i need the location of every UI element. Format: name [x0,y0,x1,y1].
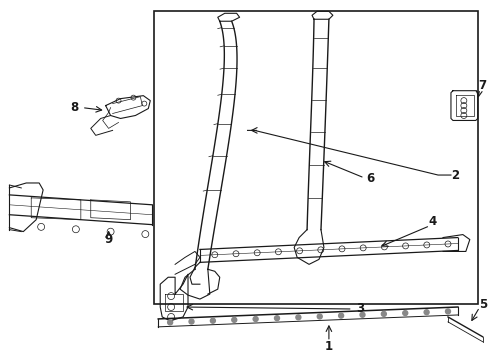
Circle shape [423,310,428,315]
Circle shape [381,311,386,316]
Text: 2: 2 [450,168,458,181]
Text: 3: 3 [355,302,363,315]
Circle shape [167,320,172,325]
Circle shape [210,318,215,323]
Circle shape [359,312,364,317]
Text: 1: 1 [324,340,332,353]
Text: 5: 5 [478,297,486,311]
Circle shape [231,318,236,322]
Circle shape [317,314,322,319]
Circle shape [338,313,343,318]
Circle shape [253,316,258,321]
Text: 9: 9 [104,233,113,246]
Text: 8: 8 [70,101,79,114]
Text: 4: 4 [427,215,435,228]
Text: 6: 6 [366,171,374,185]
Bar [154,11,477,304]
Circle shape [295,315,300,320]
Circle shape [445,309,449,314]
Text: 7: 7 [478,79,486,92]
Circle shape [274,316,279,321]
Circle shape [402,311,407,316]
Circle shape [189,319,194,324]
